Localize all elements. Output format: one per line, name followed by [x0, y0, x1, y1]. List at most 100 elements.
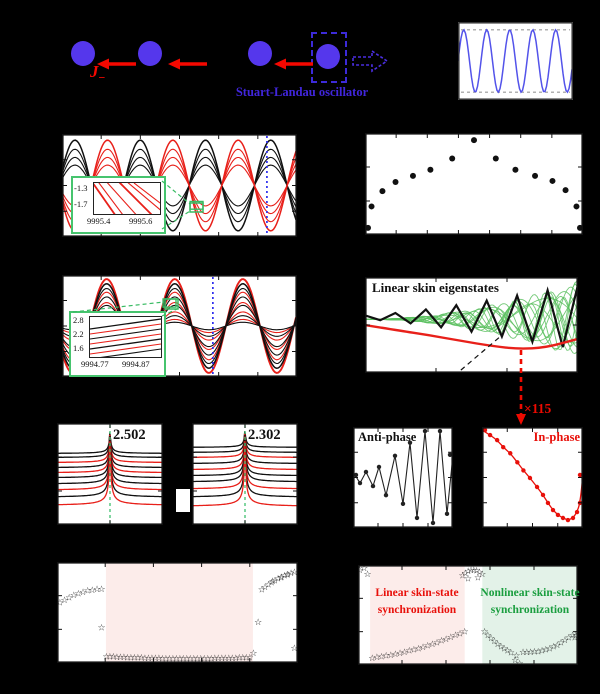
svg-text:☆: ☆ [368, 654, 376, 664]
svg-text:☆: ☆ [487, 634, 495, 644]
svg-text:☆: ☆ [179, 655, 187, 664]
svg-text:☆: ☆ [200, 654, 208, 663]
coupling-arrow-icon [274, 58, 313, 70]
inset-curves [94, 183, 160, 214]
peak-frequency-label: 2.302 [248, 427, 281, 443]
svg-text:☆: ☆ [527, 648, 535, 658]
svg-text:☆: ☆ [464, 567, 472, 577]
nonlinear-sync-label: Nonlinear skin-state synchronization [474, 585, 586, 620]
svg-text:☆: ☆ [283, 571, 291, 581]
svg-text:☆: ☆ [239, 654, 247, 663]
inset-y-tick: -1.7 [74, 199, 88, 209]
svg-text:☆: ☆ [277, 574, 285, 584]
svg-text:☆: ☆ [151, 654, 159, 663]
svg-text:☆: ☆ [254, 618, 262, 628]
eigenstates-title: Linear skin eigenstates [372, 280, 499, 295]
svg-text:☆: ☆ [225, 654, 233, 663]
svg-text:☆: ☆ [478, 570, 486, 580]
svg-text:☆: ☆ [401, 648, 409, 658]
inset-plot-area [93, 182, 161, 215]
inset-y-tick: 2.8 [73, 315, 84, 325]
svg-text:☆: ☆ [134, 654, 142, 663]
svg-text:☆: ☆ [218, 654, 226, 663]
svg-text:☆: ☆ [571, 634, 578, 644]
svg-text:☆: ☆ [148, 654, 156, 663]
oscillator-node [316, 44, 340, 69]
svg-text:☆: ☆ [183, 655, 191, 664]
zoom-inset-antiphase: -1.3 -1.7 9995.4 9995.6 [71, 176, 166, 234]
svg-text:☆: ☆ [261, 583, 269, 593]
svg-text:☆: ☆ [396, 649, 404, 659]
svg-text:☆: ☆ [414, 644, 422, 654]
panel-sync-zoom-diagram: ☆☆☆☆☆☆☆☆☆☆☆☆☆☆☆☆☆☆☆☆☆☆☆☆☆☆☆☆☆☆☆☆☆ ☆☆☆☆☆☆☆… [358, 565, 578, 665]
svg-text:☆: ☆ [102, 652, 110, 662]
svg-text:☆: ☆ [176, 655, 184, 664]
svg-text:☆: ☆ [197, 654, 205, 663]
svg-text:☆: ☆ [93, 585, 101, 595]
inset-y-tick: 1.6 [73, 343, 84, 353]
svg-text:☆: ☆ [277, 573, 285, 583]
panel-waveform-output [458, 22, 573, 100]
coupling-strength-label: J− [90, 62, 106, 85]
zoom-inset-inphase: 2.8 2.2 1.6 9994.77 9994.87 [69, 311, 166, 377]
svg-text:☆: ☆ [269, 577, 277, 587]
svg-text:☆: ☆ [572, 632, 578, 642]
svg-text:☆: ☆ [249, 649, 257, 659]
svg-text:☆: ☆ [473, 567, 481, 577]
svg-text:☆: ☆ [568, 631, 576, 641]
svg-text:☆: ☆ [519, 648, 527, 658]
svg-text:☆: ☆ [382, 652, 390, 662]
panel-inphase-profile [482, 427, 583, 528]
svg-text:☆: ☆ [165, 654, 173, 663]
svg-text:☆: ☆ [290, 644, 298, 654]
svg-text:☆: ☆ [141, 654, 149, 663]
svg-text:☆: ☆ [360, 565, 368, 574]
svg-text:☆: ☆ [235, 654, 243, 663]
svg-text:☆: ☆ [258, 585, 266, 595]
svg-text:☆: ☆ [358, 566, 364, 576]
coupling-arrow-icon [168, 58, 207, 70]
svg-text:☆: ☆ [190, 655, 198, 664]
svg-text:☆: ☆ [512, 652, 520, 662]
svg-text:☆: ☆ [538, 647, 546, 657]
svg-text:☆: ☆ [84, 587, 92, 597]
svg-text:☆: ☆ [557, 639, 565, 649]
svg-text:☆: ☆ [377, 652, 385, 662]
svg-text:☆: ☆ [88, 586, 96, 596]
svg-text:☆: ☆ [507, 649, 515, 659]
svg-text:☆: ☆ [268, 579, 276, 589]
svg-text:☆: ☆ [553, 641, 561, 651]
svg-text:☆: ☆ [500, 645, 508, 655]
svg-text:☆: ☆ [447, 633, 455, 643]
svg-text:☆: ☆ [123, 653, 131, 663]
svg-text:☆: ☆ [410, 646, 418, 656]
svg-text:☆: ☆ [281, 572, 289, 582]
peak-frequency-label: 2.502 [113, 427, 146, 443]
svg-text:☆: ☆ [451, 631, 459, 641]
linear-sync-line1: Linear skin-state [375, 587, 459, 599]
svg-text:☆: ☆ [405, 647, 413, 657]
svg-text:☆: ☆ [534, 647, 542, 657]
svg-text:☆: ☆ [387, 651, 395, 661]
svg-text:☆: ☆ [458, 572, 466, 582]
svg-text:☆: ☆ [373, 653, 381, 663]
svg-text:☆: ☆ [424, 641, 432, 651]
svg-text:☆: ☆ [549, 643, 557, 653]
svg-text:☆: ☆ [242, 654, 250, 664]
oscillator-highlight-box [311, 32, 347, 83]
svg-text:☆: ☆ [120, 653, 128, 663]
svg-text:☆: ☆ [456, 629, 464, 639]
svg-text:☆: ☆ [106, 653, 114, 663]
svg-text:☆: ☆ [474, 574, 482, 584]
svg-text:☆: ☆ [287, 569, 295, 579]
svg-text:☆: ☆ [57, 598, 64, 608]
inset-x-tick: 9994.77 [81, 359, 109, 369]
svg-text:☆: ☆ [565, 634, 573, 644]
svg-text:☆: ☆ [419, 643, 427, 653]
svg-text:☆: ☆ [497, 643, 505, 653]
svg-text:☆: ☆ [186, 655, 194, 664]
svg-text:☆: ☆ [158, 654, 166, 663]
svg-text:☆: ☆ [561, 636, 569, 646]
svg-text:☆: ☆ [221, 654, 229, 663]
